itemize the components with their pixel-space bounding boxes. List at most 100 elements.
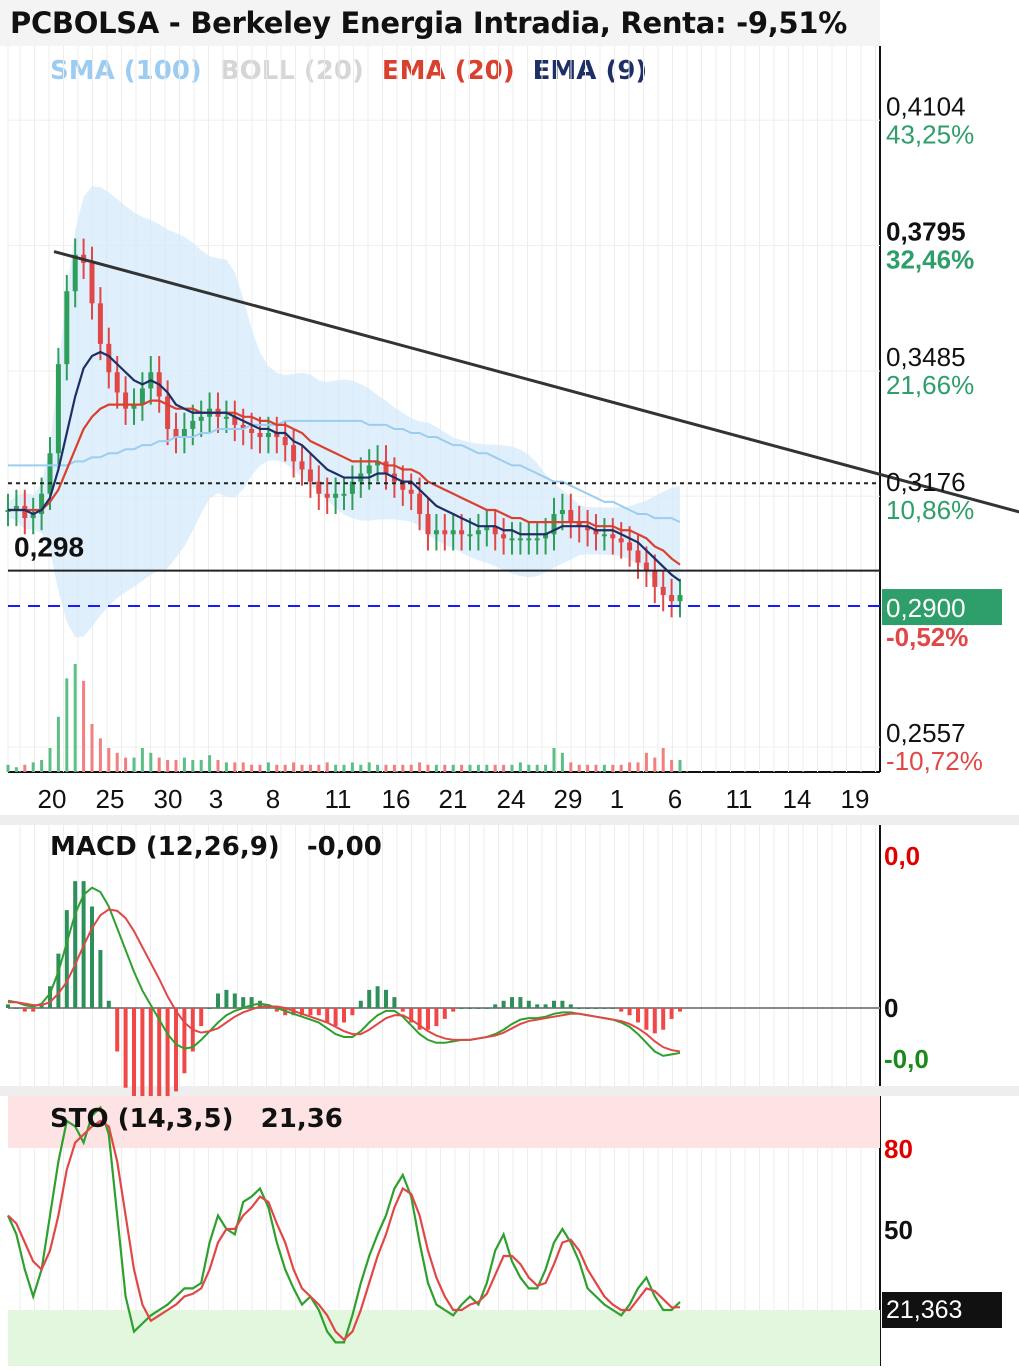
- macd-histogram-bar: [115, 1008, 120, 1052]
- volume-bar: [308, 764, 312, 772]
- candle-body: [341, 493, 347, 496]
- legend-ema9[interactable]: EMA (9): [532, 56, 648, 86]
- candle-body: [627, 542, 633, 551]
- candle-body: [534, 538, 540, 541]
- volume-bar: [124, 757, 128, 772]
- candle-body: [492, 526, 498, 535]
- volume-bar: [82, 680, 86, 772]
- candle-body: [467, 534, 473, 537]
- candle-body: [543, 534, 549, 539]
- candle-body: [299, 461, 305, 470]
- candle-body: [635, 550, 641, 563]
- macd-histogram-bar: [392, 997, 397, 1008]
- macd-histogram-bar: [619, 1008, 624, 1012]
- candle-body: [559, 509, 565, 515]
- volume-bar: [241, 762, 245, 772]
- candle-body: [593, 530, 599, 535]
- sto-axis-label: 50: [884, 1215, 913, 1245]
- candle-body: [257, 433, 263, 438]
- candle-body: [526, 538, 532, 541]
- price-axis-label: 0,2557: [886, 718, 966, 748]
- price-axis-pct: 43,25%: [886, 119, 974, 149]
- macd-histogram-bar: [316, 1008, 321, 1016]
- macd-histogram-bar: [358, 1000, 363, 1008]
- volume-bar: [132, 757, 136, 772]
- legend-ema20[interactable]: EMA (20): [381, 56, 515, 86]
- macd-histogram-bar: [367, 989, 372, 1008]
- candle-body: [425, 514, 431, 535]
- macd-title-label: MACD (12,26,9): [50, 832, 280, 862]
- macd-histogram-bar: [577, 1008, 582, 1009]
- volume-bar: [644, 752, 648, 772]
- volume-bar: [451, 764, 455, 772]
- x-tick-label: 30: [154, 784, 183, 814]
- candle-body: [450, 530, 456, 535]
- macd-panel: [6, 825, 880, 1117]
- candle-body: [249, 428, 255, 434]
- macd-histogram-bar: [375, 986, 380, 1008]
- macd-line: [7, 886, 681, 1057]
- volume-bar: [233, 762, 237, 772]
- volume-bar: [426, 764, 430, 772]
- volume-bar: [670, 760, 674, 772]
- macd-histogram-bar: [199, 1008, 204, 1027]
- candle-body: [433, 530, 439, 535]
- legend-boll20[interactable]: BOLL (20): [219, 56, 364, 86]
- x-tick-label: 3: [209, 784, 223, 814]
- bollinger-band: [8, 186, 680, 638]
- support-level-label: 0,298: [14, 532, 84, 563]
- volume-bar: [468, 764, 472, 772]
- volume-bar: [359, 764, 363, 772]
- macd-histogram-bar: [64, 910, 69, 1008]
- volume-bar: [510, 764, 514, 772]
- macd-histogram-bar: [652, 1008, 657, 1034]
- macd-histogram-bar: [73, 881, 78, 1008]
- macd-histogram-bar: [451, 1008, 456, 1012]
- sto-current-badge: [882, 1292, 1002, 1328]
- price-axis-label: 0,3176: [886, 467, 966, 497]
- candle-body: [139, 388, 145, 405]
- x-tick-label: 16: [382, 784, 411, 814]
- candle-body: [408, 489, 414, 494]
- macd-title: MACD (12,26,9) -0,00: [50, 832, 382, 862]
- macd-histogram-bar: [182, 1008, 187, 1074]
- volume-bar: [418, 762, 422, 772]
- macd-histogram-bar: [333, 1008, 338, 1027]
- candle-body: [501, 534, 507, 539]
- candle-body: [97, 303, 103, 344]
- macd-histogram-bar: [434, 1008, 439, 1027]
- volume-bar: [384, 764, 388, 772]
- volume-bar: [678, 760, 682, 772]
- macd-histogram-bar: [585, 1008, 590, 1009]
- volume-bar: [157, 757, 161, 772]
- volume-bar: [115, 752, 119, 772]
- candle-body: [601, 534, 607, 537]
- candle-body: [181, 428, 187, 438]
- candle-body: [459, 530, 465, 535]
- candle-body: [274, 433, 280, 438]
- candle-body: [39, 493, 45, 515]
- volume-bar: [275, 764, 279, 772]
- volume-bar: [266, 762, 270, 772]
- volume-bar: [434, 764, 438, 772]
- macd-histogram-bar: [249, 997, 254, 1008]
- candle-body: [669, 595, 675, 602]
- candle-body: [89, 262, 95, 304]
- legend-sma100[interactable]: SMA (100): [50, 56, 202, 86]
- x-tick-label: 11: [726, 784, 753, 814]
- macd-histogram-bar: [148, 1008, 153, 1114]
- sto-panel: [6, 1096, 880, 1366]
- candle-body: [324, 493, 330, 498]
- macd-signal-line: [8, 908, 681, 1053]
- volume-bar: [191, 760, 195, 772]
- macd-histogram-bar: [106, 1000, 111, 1008]
- sto-title: STO (14,3,5) 21,36: [50, 1104, 343, 1134]
- sto-overbought-zone: [8, 1096, 880, 1148]
- macd-histogram-bar: [350, 1008, 355, 1016]
- macd-histogram-bar: [300, 1008, 304, 1016]
- candle-body: [240, 424, 246, 429]
- volume-bar: [334, 764, 338, 772]
- candle-body: [366, 465, 372, 474]
- sto-d-line: [7, 1119, 680, 1342]
